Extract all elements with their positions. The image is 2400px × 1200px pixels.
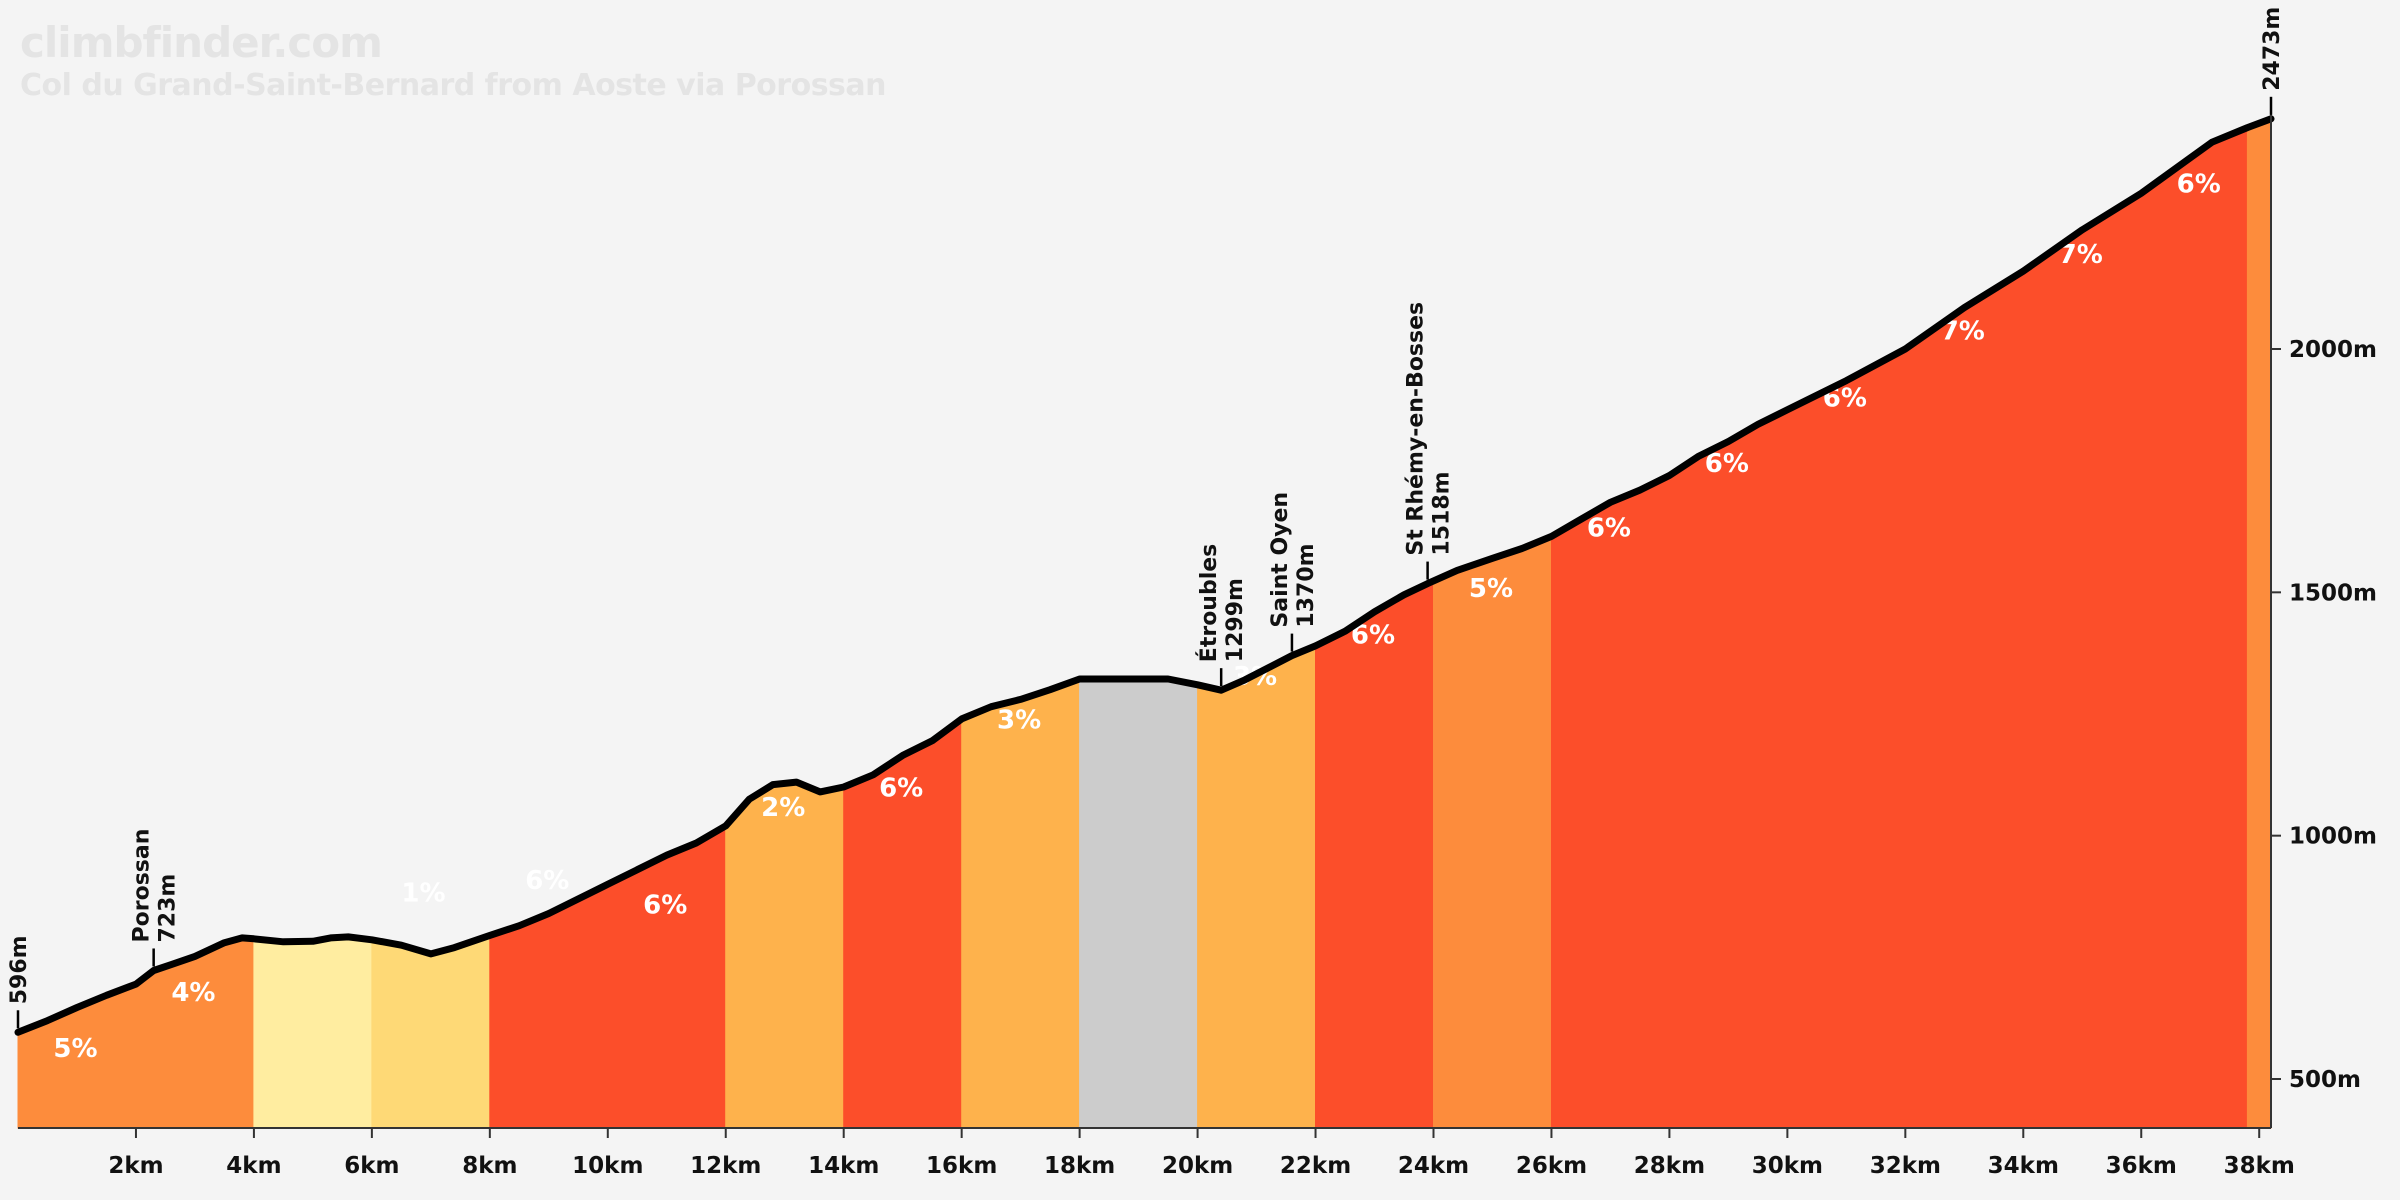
x-tick-label: 30km: [1752, 1153, 1823, 1179]
grade-segment: [1197, 645, 1316, 1129]
y-tick-label: 1500m: [2289, 580, 2377, 606]
x-tick-label: 22km: [1280, 1153, 1351, 1179]
grade-label: 2%: [761, 793, 805, 823]
x-tick-label: 32km: [1870, 1153, 1941, 1179]
waypoint-name: St Rhémy-en-Bosses: [1404, 302, 1429, 556]
grade-labels: 5%1% 6%2%6%3%3%6%5%4%6%6%6%6%7%7%6%: [53, 169, 2220, 1064]
waypoint-elevation: 1299m: [1223, 578, 1248, 662]
waypoint-name: Porossan: [130, 829, 155, 943]
x-tick-label: 20km: [1162, 1153, 1233, 1179]
waypoint-elevation: 1370m: [1294, 543, 1319, 627]
elevation-profile-line: [14, 115, 2275, 1036]
axes: 2km 4km 6km 8km 10km 12km 14km 16km 18km 20km 22km…: [18, 110, 2377, 1179]
grade-segment: [1433, 535, 1552, 1129]
grade-segment: [371, 934, 491, 1129]
profile-line-group: [14, 115, 2275, 1036]
grade-label: 5%: [1469, 574, 1513, 604]
grade-label: 6%: [1587, 513, 1631, 543]
waypoint-elevation: 596m: [7, 935, 32, 1004]
x-tick-label: 16km: [926, 1153, 997, 1179]
x-tick-label: 24km: [1398, 1153, 1469, 1179]
grade-segment: [2246, 118, 2272, 1129]
grade-segment: [725, 781, 845, 1129]
x-tick-label: 8km: [462, 1153, 517, 1179]
waypoint-elevation: 723m: [156, 874, 181, 943]
y-tick-label: 500m: [2289, 1067, 2361, 1093]
grade-segments: [17, 118, 2272, 1129]
waypoint-name: Étroubles: [1196, 544, 1222, 662]
grade-label: 6%: [879, 774, 923, 804]
y-tick-label: 1000m: [2289, 824, 2377, 850]
x-tick-label: 12km: [690, 1153, 761, 1179]
grade-segment: [1079, 678, 1199, 1129]
grade-segment: [1551, 126, 2248, 1129]
x-tick-label: 36km: [2106, 1153, 2177, 1179]
x-tick-label: 34km: [1988, 1153, 2059, 1179]
grade-label: 5%: [53, 1034, 97, 1064]
x-tick-label: 4km: [226, 1153, 281, 1179]
waypoint-name: Saint Oyen: [1268, 492, 1293, 628]
grade-label: 6%: [525, 866, 569, 896]
grade-segment: [17, 937, 255, 1129]
y-tick-label: 2000m: [2289, 337, 2377, 363]
grade-label: 4%: [171, 978, 215, 1008]
grade-segment: [961, 678, 1081, 1129]
grade-label: 6%: [2177, 169, 2221, 199]
grade-label: 3%: [997, 706, 1041, 736]
x-tick-label: 38km: [2224, 1153, 2295, 1179]
waypoint-elevation: 1518m: [1430, 471, 1455, 555]
x-tick-label: 26km: [1516, 1153, 1587, 1179]
climb-title: Col du Grand-Saint-Bernard from Aoste vi…: [20, 68, 887, 103]
grade-segment: [1315, 580, 1434, 1129]
x-tick-label: 14km: [808, 1153, 879, 1179]
site-brand: climbfinder.com: [20, 18, 383, 67]
x-tick-label: 6km: [344, 1153, 399, 1179]
x-tick-label: 10km: [572, 1153, 643, 1179]
x-tick-label: 18km: [1044, 1153, 1115, 1179]
x-tick-label: 2km: [108, 1153, 163, 1179]
waypoints: 596m Porossan 723m Étroubles 1299m Saint Oyen…: [7, 7, 2285, 1029]
x-tick-label: 28km: [1634, 1153, 1705, 1179]
waypoint-elevation: 2473m: [2260, 7, 2285, 91]
grade-label: 1%: [401, 878, 445, 908]
grade-segment: [253, 936, 373, 1129]
grade-label: 6%: [643, 891, 687, 921]
grade-label: 6%: [1705, 449, 1749, 479]
